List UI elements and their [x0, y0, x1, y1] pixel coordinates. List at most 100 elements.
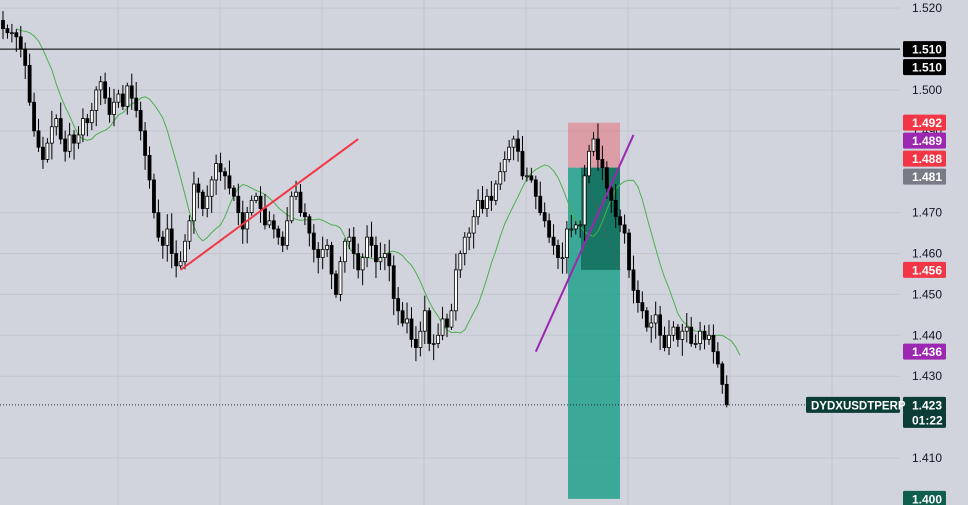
price-axis[interactable]: 1.5201.5101.5001.4901.4701.4601.4501.440… — [806, 1, 946, 505]
price-label-bg — [903, 59, 946, 76]
candle — [160, 230, 165, 259]
trend-lines[interactable] — [180, 134, 635, 353]
candle-body-down — [63, 138, 68, 152]
candle — [27, 53, 32, 106]
candle — [205, 185, 210, 218]
candle — [334, 270, 338, 298]
candle-body-down — [604, 167, 609, 189]
candle-body-up — [493, 183, 498, 201]
candle-body-up — [67, 134, 72, 152]
candle-body-down — [600, 159, 605, 169]
candle — [351, 226, 356, 269]
candle-body-down — [280, 236, 285, 246]
candle — [591, 131, 596, 157]
candle — [560, 242, 565, 274]
price-tick-label: 1.440 — [912, 328, 942, 342]
price-label-text: 1.488 — [912, 152, 942, 166]
candle — [347, 228, 352, 250]
candle — [374, 236, 378, 278]
candle-body-down — [662, 334, 667, 348]
candle — [14, 29, 19, 52]
candle-body-up — [214, 163, 219, 181]
candle — [440, 306, 445, 341]
candle-body-down — [138, 110, 143, 132]
ma-path — [16, 28, 741, 356]
candle — [289, 191, 294, 224]
candle-body-up — [98, 81, 103, 91]
candle-body-up — [116, 93, 121, 103]
candle — [538, 181, 543, 216]
candle — [200, 189, 205, 217]
price-label-badge: 1.481 — [903, 168, 946, 185]
candle-body-down — [196, 183, 201, 193]
candle-body-down — [675, 326, 680, 340]
short-position-tool[interactable] — [568, 122, 621, 499]
candle-body-down — [556, 244, 560, 259]
candle — [382, 243, 387, 271]
price-label-badge: 1.456 — [903, 261, 946, 278]
candle-body-down — [702, 330, 707, 340]
candle — [49, 110, 54, 160]
candle — [400, 302, 405, 327]
candle — [67, 122, 72, 158]
candle-body-down — [103, 81, 108, 99]
candle — [32, 92, 36, 137]
candle — [640, 291, 645, 319]
price-tick-label: 1.450 — [912, 287, 942, 301]
trend-line[interactable] — [534, 134, 635, 353]
candle — [112, 88, 116, 127]
candle-body-down — [156, 212, 161, 238]
candle — [422, 295, 427, 344]
candle — [156, 199, 161, 242]
candle — [391, 255, 396, 316]
candle — [662, 326, 667, 352]
candle — [298, 183, 303, 217]
candle-body-down — [520, 150, 525, 177]
candle-body-down — [618, 216, 623, 226]
price-label-bg — [903, 132, 946, 149]
candle-body-up — [525, 175, 529, 178]
candle — [493, 180, 498, 206]
candle — [547, 213, 552, 243]
candle-body-down — [613, 199, 618, 218]
symbol-tag: DYDXUSDTPERP — [806, 396, 906, 413]
candle — [436, 323, 441, 349]
candle — [724, 375, 729, 408]
countdown-bg — [903, 411, 946, 428]
candle — [236, 183, 241, 226]
price-label-text: 1.400 — [912, 492, 942, 505]
candle — [485, 188, 489, 217]
candle — [120, 85, 125, 111]
candle — [134, 82, 139, 118]
candle — [276, 225, 281, 245]
candle — [631, 255, 636, 304]
candle — [72, 130, 76, 160]
candle-body-up — [165, 228, 170, 246]
trend-line[interactable] — [180, 138, 359, 271]
candle-body-down — [223, 171, 227, 177]
candle — [196, 177, 201, 209]
candle-body-up — [360, 257, 365, 271]
candle — [618, 209, 623, 233]
candle — [622, 214, 627, 244]
candle-body-up — [449, 310, 454, 328]
candle — [63, 130, 68, 162]
candle — [178, 251, 183, 269]
candle — [675, 323, 680, 347]
candle — [356, 243, 361, 279]
candle — [409, 307, 414, 348]
price-label-bg — [903, 343, 946, 360]
candle — [36, 118, 41, 152]
candle — [187, 215, 192, 250]
candle-body-down — [409, 318, 414, 340]
candle — [711, 324, 716, 364]
candle-body-down — [356, 253, 361, 271]
grid-layer — [0, 0, 900, 505]
candle — [702, 325, 707, 350]
candle-body-down — [715, 351, 720, 365]
price-label-badge: 1.510 — [903, 59, 946, 76]
price-label-bg — [903, 261, 946, 278]
candle — [58, 102, 63, 145]
